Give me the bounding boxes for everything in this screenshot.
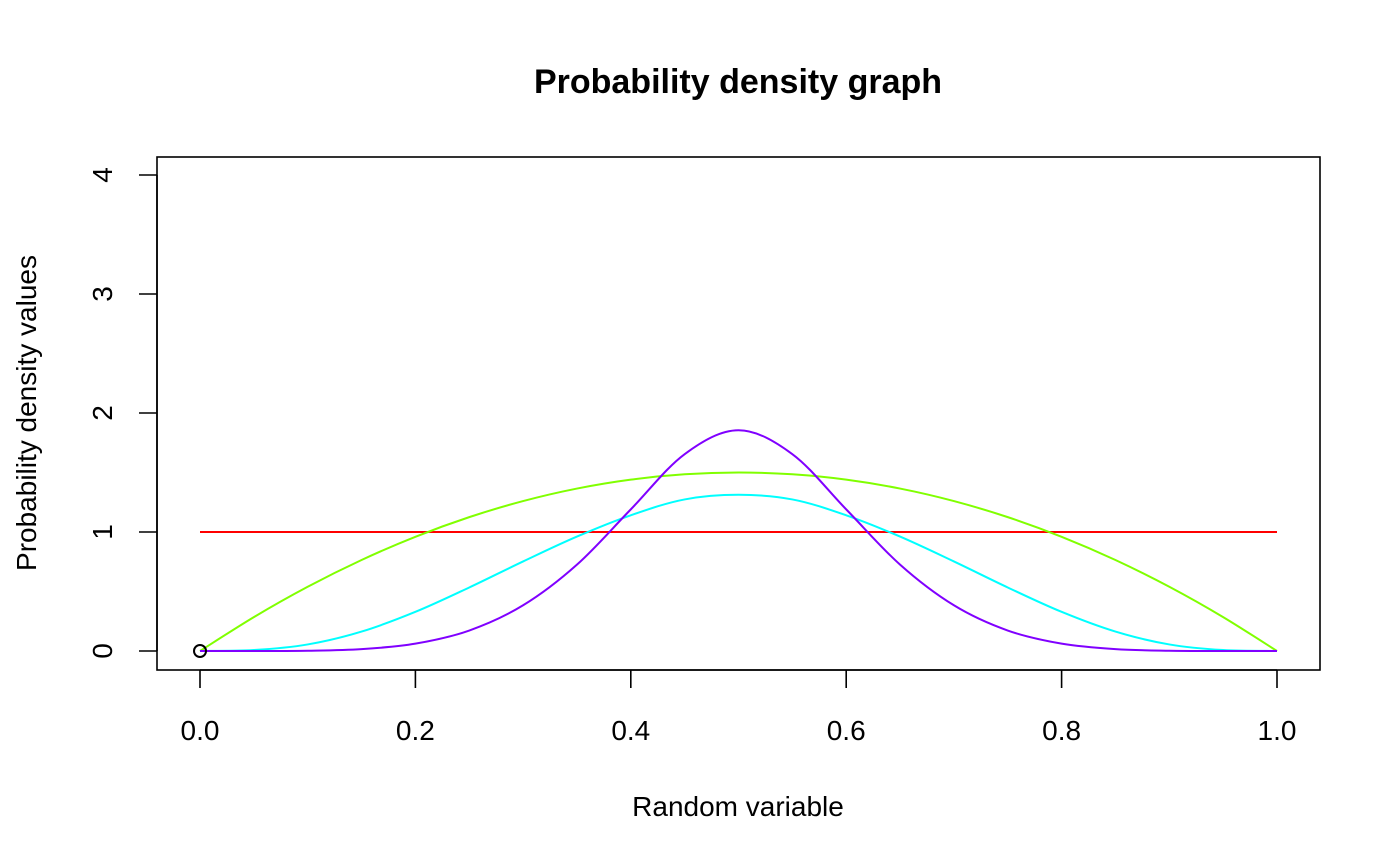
x-tick-label: 0.4 (611, 715, 650, 746)
x-tick-label: 0.0 (181, 715, 220, 746)
y-tick-label: 2 (87, 405, 118, 421)
y-axis-label: Probability density values (11, 255, 42, 571)
x-axis: 0.0 0.2 0.4 0.6 0.8 1.0 (181, 669, 1297, 746)
points-layer (193, 644, 207, 658)
y-tick-label: 3 (87, 286, 118, 302)
y-axis: 0 1 2 3 4 (87, 167, 158, 659)
series-line-2 (199, 471, 1278, 652)
chart-title: Probability density graph (534, 63, 942, 101)
x-tick-label: 0.8 (1042, 715, 1081, 746)
y-tick-label: 1 (87, 524, 118, 540)
x-tick-label: 0.2 (396, 715, 435, 746)
data-point (193, 644, 207, 658)
y-tick-label: 0 (87, 643, 118, 659)
x-axis-label: Random variable (632, 791, 844, 822)
x-tick-label: 1.0 (1258, 715, 1297, 746)
x-tick-label: 0.6 (827, 715, 866, 746)
plot-frame (156, 156, 1321, 671)
y-tick-label: 4 (87, 167, 118, 183)
series-line-4 (199, 429, 1278, 653)
series-line-3 (199, 493, 1278, 652)
series-layer (199, 429, 1278, 653)
